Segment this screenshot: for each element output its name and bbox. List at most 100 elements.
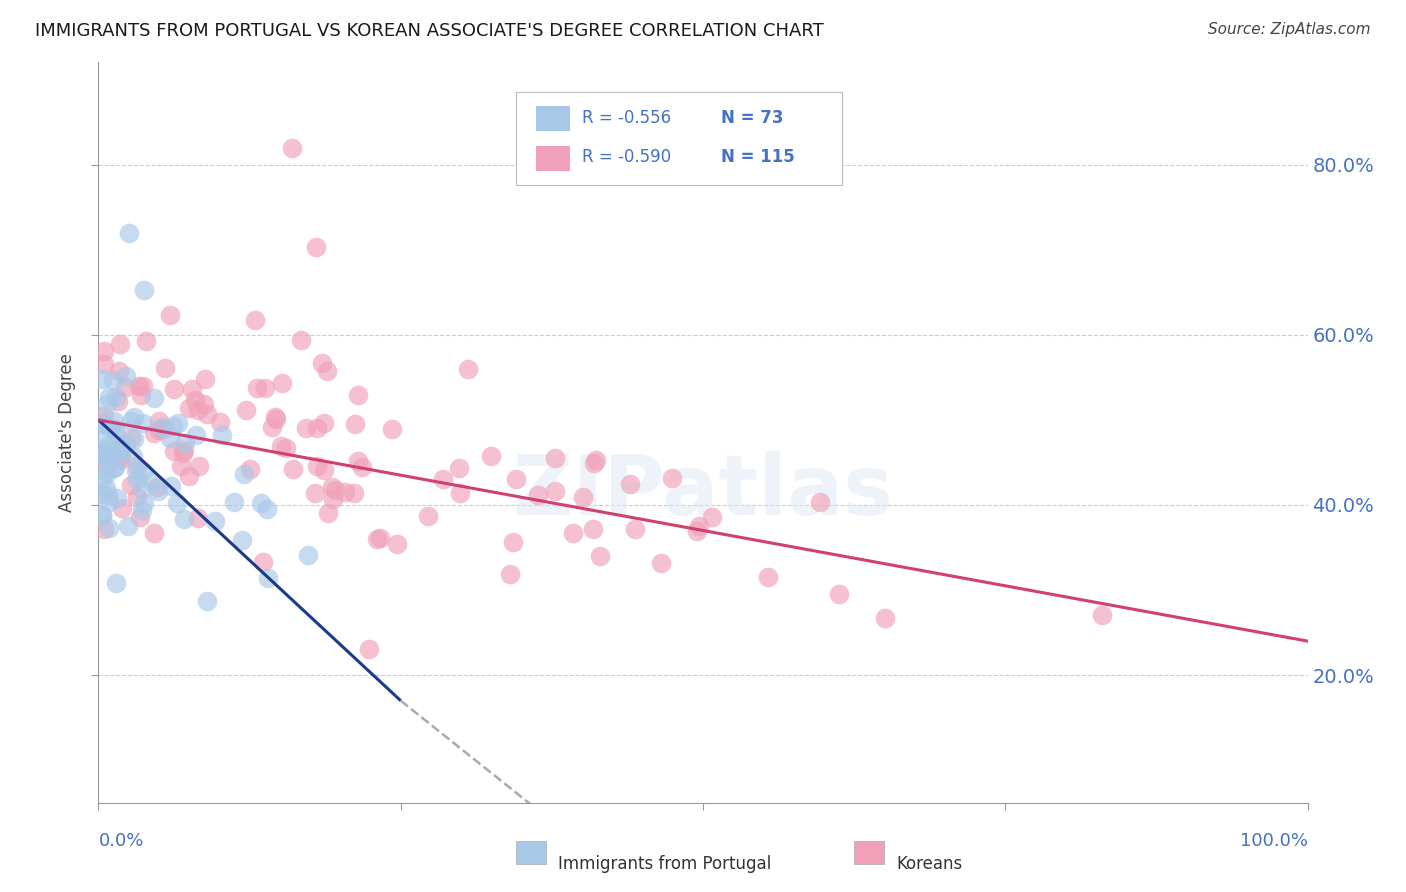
- Point: [93, 343, 115, 358]
- Text: IMMIGRANTS FROM PORTUGAL VS KOREAN ASSOCIATE'S DEGREE CORRELATION CHART: IMMIGRANTS FROM PORTUGAL VS KOREAN ASSOC…: [35, 22, 824, 40]
- Point: [686, 524, 709, 538]
- Point: [526, 488, 548, 502]
- Text: ZIPatlas: ZIPatlas: [513, 451, 893, 533]
- Point: [173, 442, 195, 457]
- Point: [381, 422, 404, 436]
- Point: [222, 495, 245, 509]
- Point: [107, 491, 129, 506]
- Text: 100.0%: 100.0%: [1240, 832, 1308, 850]
- Point: [159, 431, 181, 445]
- Point: [316, 506, 339, 520]
- Point: [179, 469, 201, 483]
- Point: [108, 442, 131, 456]
- Point: [131, 416, 153, 430]
- Point: [94, 463, 117, 477]
- Point: [368, 531, 391, 545]
- Point: [91, 508, 114, 523]
- Point: [315, 364, 337, 378]
- Point: [650, 556, 672, 570]
- Point: [132, 496, 155, 510]
- Point: [162, 418, 184, 433]
- Point: [312, 416, 335, 430]
- Point: [96, 457, 118, 471]
- Point: [143, 526, 166, 541]
- Point: [91, 372, 114, 386]
- Point: [93, 409, 115, 424]
- Point: [148, 424, 170, 438]
- Point: [166, 495, 188, 509]
- Point: [263, 410, 285, 425]
- Point: [134, 284, 156, 298]
- Point: [195, 594, 218, 608]
- Point: [131, 503, 153, 517]
- Point: [187, 402, 209, 417]
- Text: R = -0.590: R = -0.590: [582, 148, 671, 166]
- Point: [104, 422, 127, 436]
- Point: [97, 488, 120, 502]
- Point: [91, 445, 114, 459]
- Point: [305, 421, 328, 435]
- Point: [93, 357, 115, 371]
- Point: [177, 401, 200, 416]
- Point: [270, 439, 292, 453]
- Point: [661, 471, 683, 485]
- Point: [98, 421, 121, 435]
- Point: [457, 362, 479, 376]
- Point: [91, 471, 114, 485]
- Point: [311, 356, 333, 370]
- Point: [103, 460, 125, 475]
- Point: [93, 449, 115, 463]
- Point: [148, 413, 170, 427]
- Point: [623, 523, 645, 537]
- Point: [173, 436, 195, 450]
- Point: [235, 403, 257, 417]
- FancyBboxPatch shape: [516, 92, 842, 185]
- Point: [250, 496, 273, 510]
- Point: [129, 388, 152, 402]
- Point: [385, 536, 408, 550]
- Point: [135, 334, 157, 348]
- Point: [343, 485, 366, 500]
- Point: [108, 337, 131, 351]
- Point: [246, 381, 269, 395]
- Y-axis label: Associate's Degree: Associate's Degree: [58, 353, 76, 512]
- Point: [114, 368, 136, 383]
- Point: [274, 441, 297, 455]
- Point: [322, 491, 344, 506]
- Bar: [516, 841, 546, 863]
- Point: [128, 379, 150, 393]
- Text: N = 115: N = 115: [721, 148, 794, 166]
- Point: [125, 464, 148, 478]
- Text: R = -0.556: R = -0.556: [582, 109, 671, 127]
- Point: [325, 483, 347, 497]
- Point: [108, 453, 131, 467]
- Point: [505, 472, 527, 486]
- Text: Source: ZipAtlas.com: Source: ZipAtlas.com: [1208, 22, 1371, 37]
- Point: [297, 549, 319, 563]
- Point: [193, 397, 215, 411]
- Point: [98, 521, 121, 535]
- Point: [110, 445, 132, 459]
- Point: [281, 140, 304, 154]
- Point: [195, 407, 218, 421]
- Point: [91, 415, 114, 429]
- Point: [180, 382, 202, 396]
- Point: [159, 308, 181, 322]
- Bar: [536, 106, 569, 131]
- Point: [187, 510, 209, 524]
- Point: [256, 501, 278, 516]
- Point: [281, 461, 304, 475]
- Point: [150, 420, 173, 434]
- Point: [252, 555, 274, 569]
- Point: [118, 226, 141, 240]
- Point: [304, 485, 326, 500]
- Point: [432, 472, 454, 486]
- Point: [143, 391, 166, 405]
- Point: [582, 456, 605, 470]
- Point: [97, 450, 120, 465]
- Point: [132, 464, 155, 478]
- Point: [585, 453, 607, 467]
- Point: [104, 459, 127, 474]
- Point: [129, 509, 152, 524]
- Text: 0.0%: 0.0%: [98, 832, 143, 850]
